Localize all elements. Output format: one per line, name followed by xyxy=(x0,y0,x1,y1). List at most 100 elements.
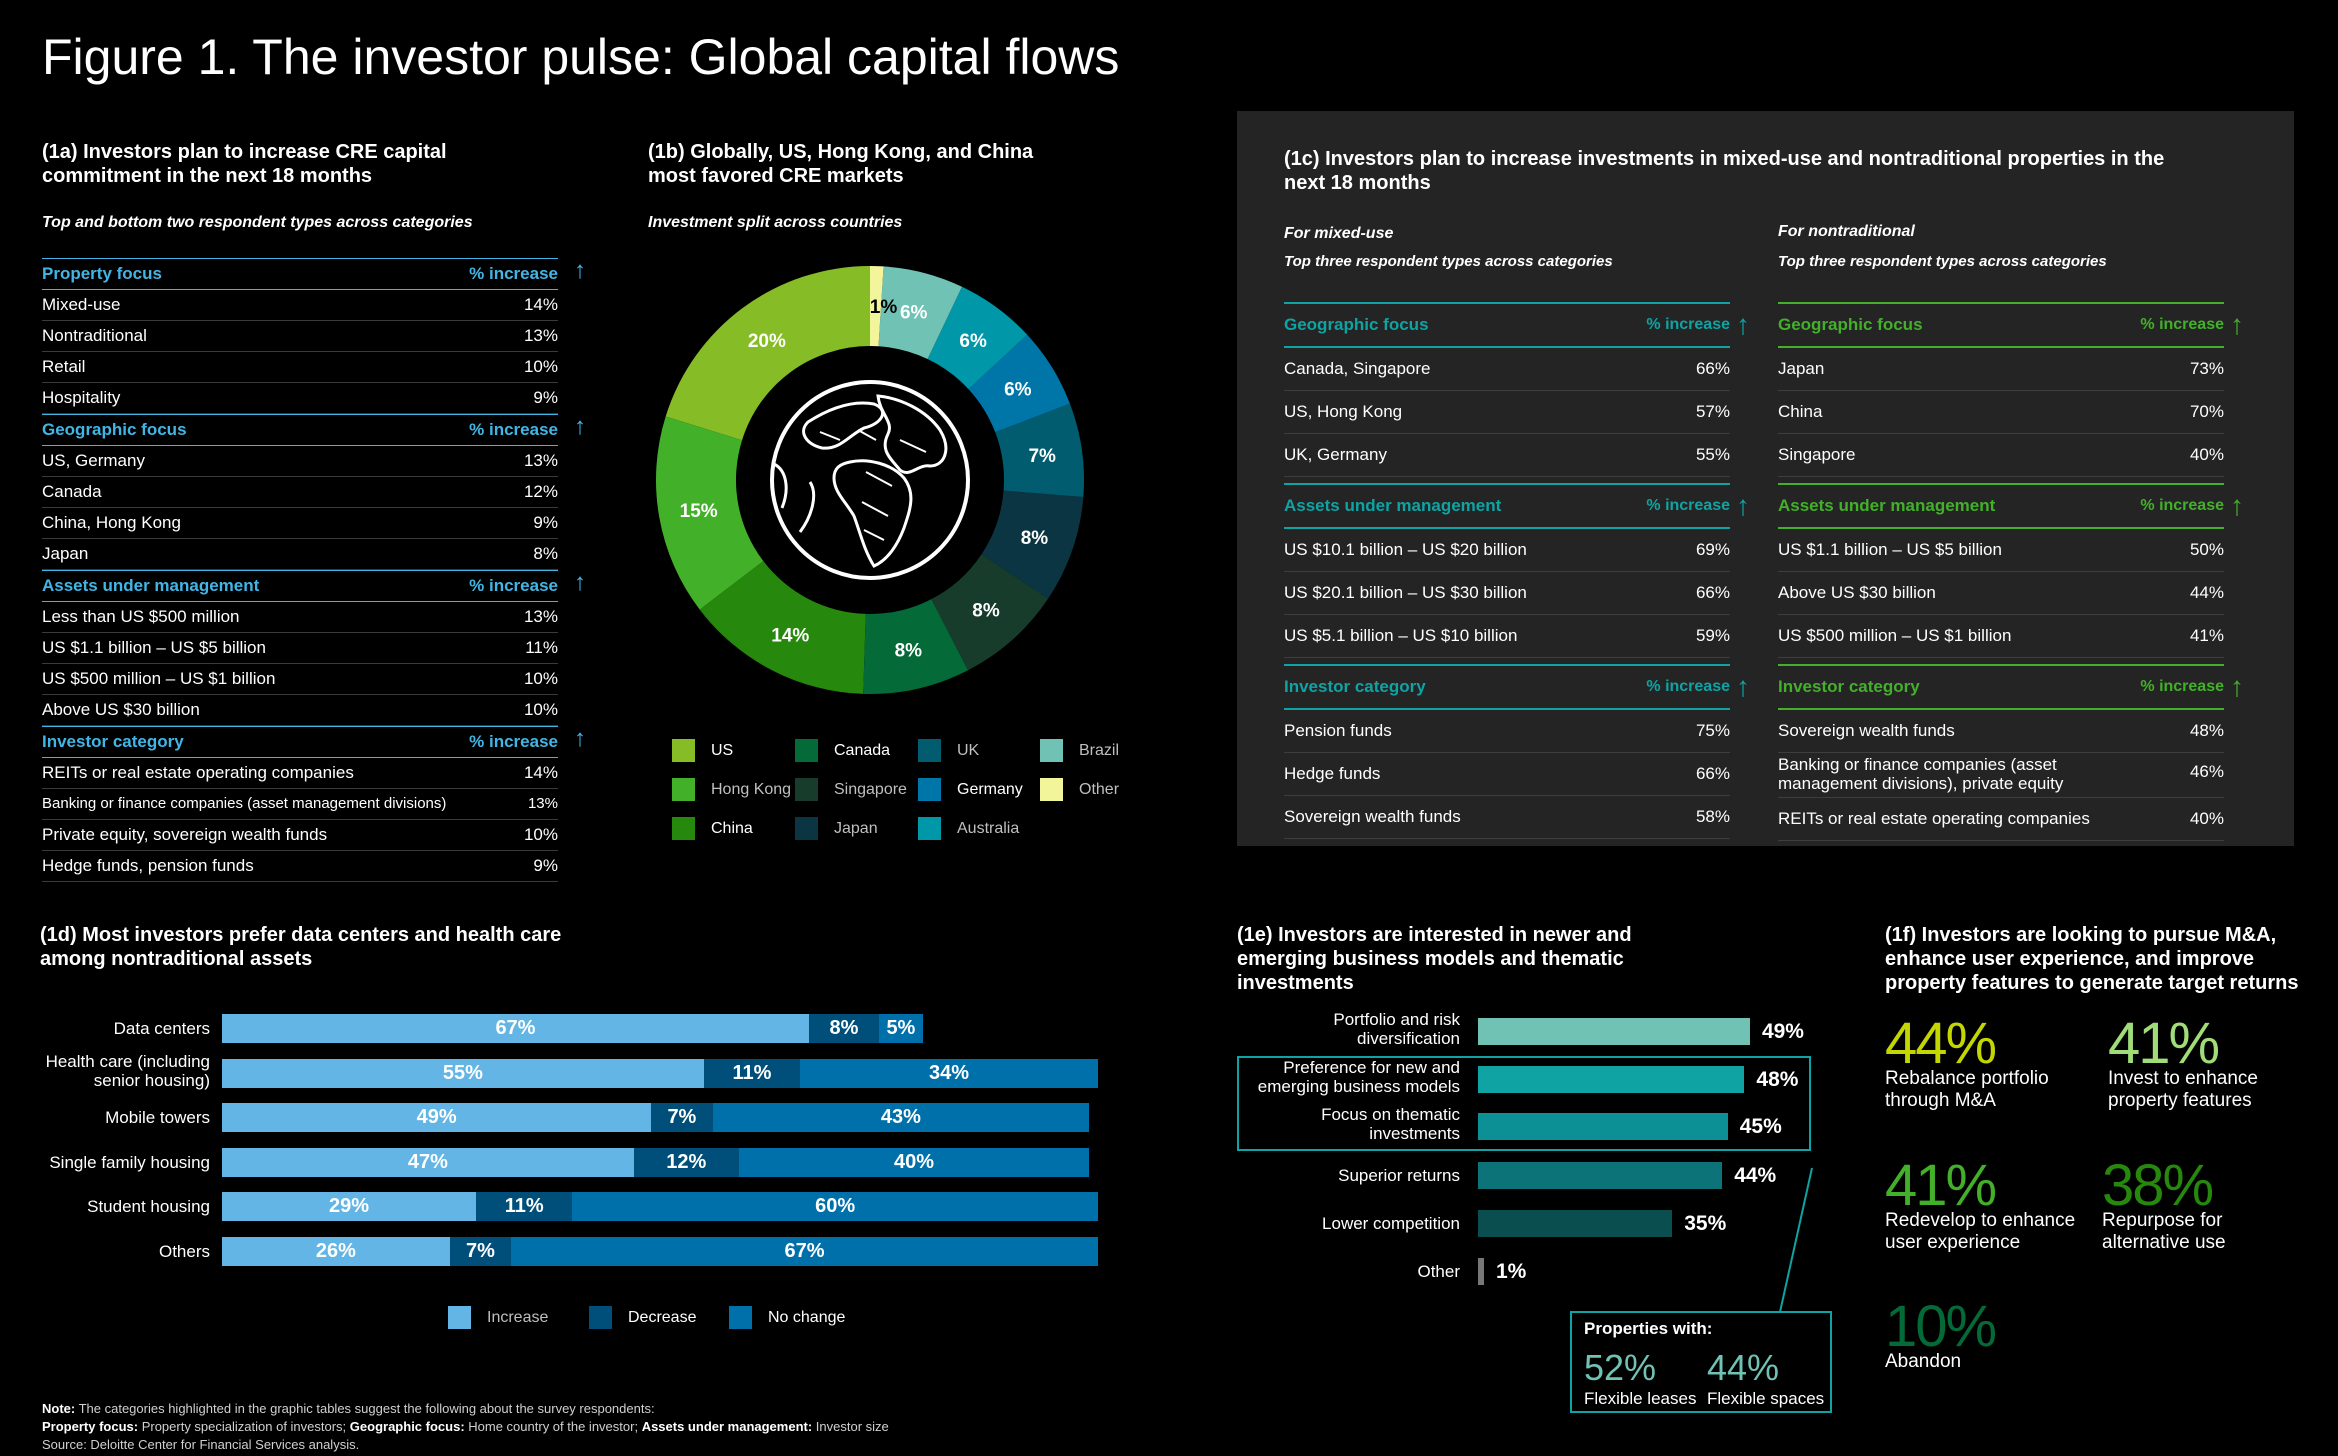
panel-1c-right-sub2: Top three respondent types across catego… xyxy=(1778,253,2107,270)
table-row: Retail 10% xyxy=(42,352,558,383)
bar-segment-label: 11% xyxy=(504,1195,544,1218)
up-arrow-icon: ↑ xyxy=(574,725,586,752)
table-row-value: 12% xyxy=(523,482,558,501)
table-row-value: 40% xyxy=(2189,809,2224,828)
panel-1a-title: (1a) Investors plan to increase CRE capi… xyxy=(42,140,447,188)
legend-swatch xyxy=(1040,739,1063,762)
table-row: Hedge funds, pension funds 9% xyxy=(42,851,558,882)
bar-segment-increase: 49% xyxy=(222,1103,652,1133)
table-row: US $5.1 billion – US $10 billion 59% xyxy=(1284,615,1730,658)
bar-category-label-line1: Preference for new and xyxy=(1283,1058,1460,1077)
bar-category-label: Other xyxy=(1417,1262,1460,1281)
bar-segment-label: 12% xyxy=(666,1150,707,1173)
table-row-value: 50% xyxy=(2189,540,2224,559)
panel-1d-title-line2: among nontraditional assets xyxy=(40,948,313,970)
panel-1c-right-sub1: For nontraditional xyxy=(1778,223,1915,240)
legend-swatch xyxy=(729,1306,752,1329)
legend-label: Hong Kong xyxy=(711,780,792,798)
panel-1f-title: (1f) Investors are looking to pursue M&A… xyxy=(1885,923,2298,995)
legend-item: Increase xyxy=(448,1306,548,1329)
stat-label-line2: property features xyxy=(2108,1090,2252,1111)
table-row-value: 10% xyxy=(523,669,558,688)
note-term-1: Property focus: xyxy=(42,1419,139,1434)
source-line: Source: Deloitte Center for Financial Se… xyxy=(42,1437,360,1452)
table-header-label: Investor category xyxy=(42,732,184,751)
legend-swatch xyxy=(589,1306,612,1329)
note-def-1: Property specialization of investors; xyxy=(138,1419,350,1434)
up-arrow-icon: ↑ xyxy=(1736,671,1750,702)
stat-label: Redevelop to enhance user experience xyxy=(1885,1210,2075,1254)
bar-category-label: Focus on thematic investments xyxy=(1230,1105,1460,1143)
table-row-value: 59% xyxy=(1695,626,1730,645)
bar-segment-decrease: 7% xyxy=(449,1237,512,1266)
panel-1c-left-sub2: Top three respondent types across catego… xyxy=(1284,253,1613,270)
table-row: UK, Germany 55% xyxy=(1284,434,1730,477)
table-row-label: Japan xyxy=(42,544,89,563)
bar-segment-label: 7% xyxy=(667,1106,697,1129)
table-row-value: 10% xyxy=(523,700,558,719)
legend-item: Singapore xyxy=(795,778,907,801)
slice-labels: 20%15%14%8%8%8%7%6%6%6%1% xyxy=(680,297,1056,662)
slice-label: 1% xyxy=(870,297,898,318)
slice-label: 8% xyxy=(895,641,923,662)
callout-label-2: Flexible spaces xyxy=(1707,1389,1825,1408)
bar xyxy=(1478,1018,1750,1045)
legend-label: Canada xyxy=(834,741,891,759)
bar xyxy=(1478,1113,1728,1140)
table-header: Investor category % increase ↑ xyxy=(1778,664,2244,710)
table-row-label: US $10.1 billion – US $20 billion xyxy=(1284,540,1527,559)
table-row: US, Germany 13% xyxy=(42,446,558,477)
table-row: REITs or real estate operating companies… xyxy=(42,758,558,789)
up-arrow-icon: ↑ xyxy=(574,257,586,284)
bar-segment-decrease: 12% xyxy=(633,1147,739,1177)
panel-1c-box xyxy=(1237,111,2294,846)
stat-label-line2: alternative use xyxy=(2102,1232,2226,1253)
legend-item: UK xyxy=(918,739,979,762)
donut-slice-uk xyxy=(995,403,1084,497)
table-row: Above US $30 billion 10% xyxy=(42,695,558,726)
stat-label-line1: Repurpose for xyxy=(2102,1210,2223,1231)
slice-label: 20% xyxy=(748,331,786,352)
panel-1f-title-line2: enhance user experience, and improve xyxy=(1885,948,2255,970)
globe-outline xyxy=(770,380,970,580)
bar-category-label: Health care (including senior housing) xyxy=(10,1052,210,1090)
table-row-label: US $500 million – US $1 billion xyxy=(42,669,276,688)
bar-segment-label: 26% xyxy=(315,1240,356,1262)
table-row: Japan 73% xyxy=(1778,348,2224,391)
callout-value-1: 52% xyxy=(1584,1347,1657,1388)
table-row-value: 73% xyxy=(2189,359,2224,378)
panel-1c-left-sub1: For mixed-use xyxy=(1284,225,1394,242)
legend-item: China xyxy=(672,817,753,840)
donut-slice-brazil xyxy=(878,266,962,360)
panel-1c-right-table: Geographic focus % increase ↑ Japan 73% China… xyxy=(1778,302,2244,841)
legend-label: China xyxy=(711,819,753,837)
table-row-value: 75% xyxy=(1695,721,1730,740)
table-row: Above US $30 billion 44% xyxy=(1778,572,2224,615)
table-row-value: 41% xyxy=(2189,626,2224,645)
bar-segment-label: 8% xyxy=(829,1017,859,1039)
table-row-label: US $20.1 billion – US $30 billion xyxy=(1284,583,1527,602)
table-header-col: % increase xyxy=(469,732,558,751)
highlight-box xyxy=(1237,1056,1811,1151)
table-row-label: US $500 million – US $1 billion xyxy=(1778,626,2012,645)
table-row-value: 8% xyxy=(533,544,558,563)
bar-segment-label: 55% xyxy=(442,1061,483,1084)
up-arrow-icon: ↑ xyxy=(2230,490,2244,521)
table-row: Hedge funds 66% xyxy=(1284,753,1730,796)
bar-category-label-line2: diversification xyxy=(1357,1029,1460,1048)
bar-category-label: Superior returns xyxy=(1338,1166,1460,1185)
note-label: Note: xyxy=(42,1401,76,1416)
bar-segment-label: 5% xyxy=(886,1017,916,1039)
bar-category-label-line2: emerging business models xyxy=(1257,1077,1460,1096)
table-header-col: % increase xyxy=(469,264,558,283)
note-term-2: Geographic focus: xyxy=(349,1419,465,1434)
table-row: Banking or finance companies (asset mana… xyxy=(42,789,558,820)
table-row-value: 9% xyxy=(533,513,558,532)
bar-segment-decrease: 8% xyxy=(808,1014,879,1043)
bar-category-label: Data centers xyxy=(113,1019,210,1038)
note-term-3: Assets under management: xyxy=(641,1419,813,1434)
bar-segment-no-change: 5% xyxy=(879,1014,923,1043)
legend-item: Brazil xyxy=(1040,739,1119,762)
table-row: Nontraditional 13% xyxy=(42,321,558,352)
table-row: Less than US $500 million 13% xyxy=(42,602,558,633)
